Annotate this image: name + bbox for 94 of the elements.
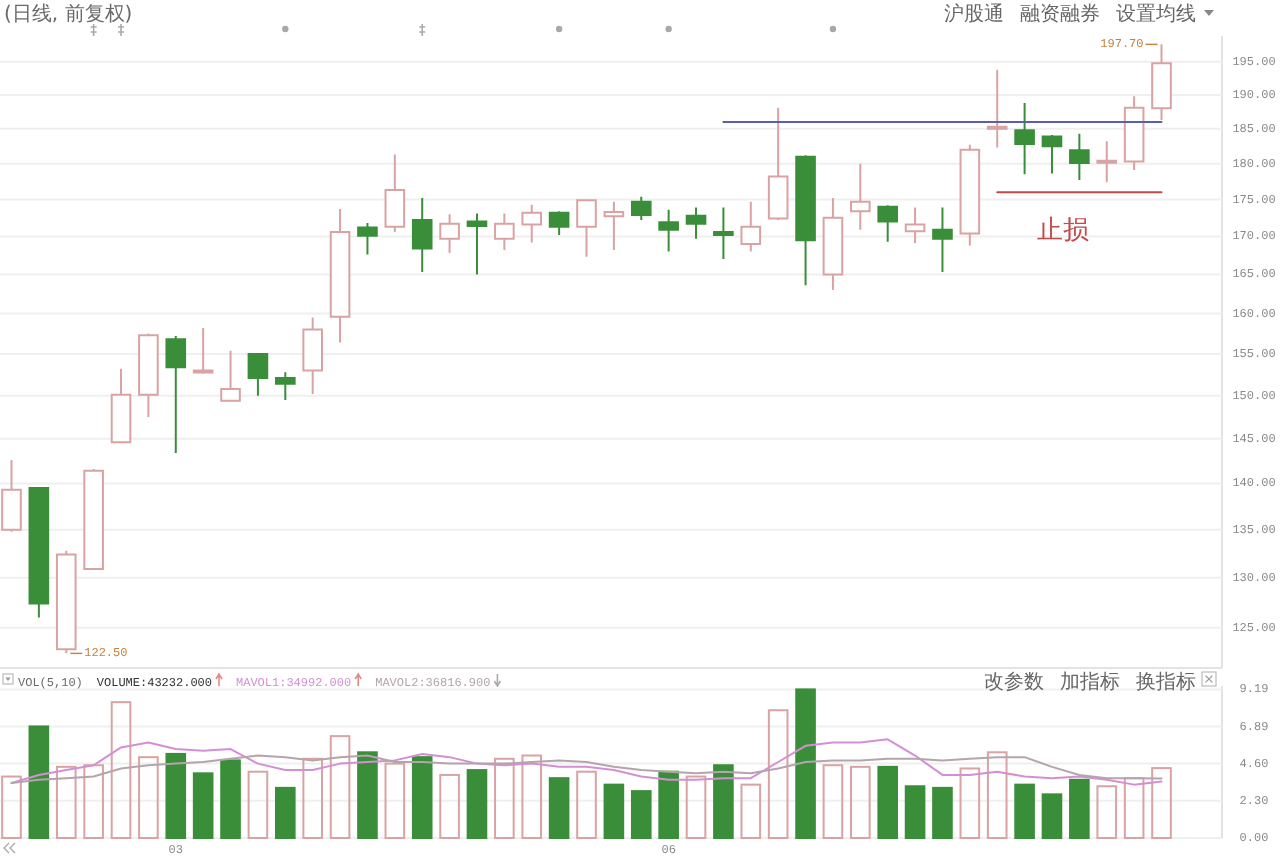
bar bbox=[795, 688, 816, 839]
bar bbox=[357, 751, 378, 839]
candlestick bbox=[110, 367, 132, 445]
bar bbox=[494, 757, 515, 839]
series-label: 止损 bbox=[1036, 216, 1089, 247]
bar bbox=[521, 754, 543, 839]
chart-title: (日线, 前复权) bbox=[4, 2, 133, 26]
bar bbox=[411, 756, 433, 839]
bar bbox=[384, 762, 406, 839]
bar bbox=[548, 777, 570, 839]
bar bbox=[274, 786, 296, 839]
candlestick bbox=[740, 200, 762, 253]
candlestick bbox=[302, 316, 323, 395]
bar bbox=[1014, 783, 1035, 839]
candlestick bbox=[1096, 140, 1118, 184]
candlestick bbox=[274, 371, 296, 401]
candlestick bbox=[932, 206, 953, 274]
bar bbox=[28, 725, 50, 839]
bar bbox=[83, 764, 104, 839]
candlestick bbox=[494, 212, 515, 251]
bar bbox=[1069, 778, 1090, 839]
candlestick bbox=[192, 326, 214, 375]
text: 融资融券 bbox=[1020, 2, 1100, 26]
candlestick bbox=[795, 154, 816, 287]
annotation: 换指标 bbox=[1136, 670, 1196, 694]
bar bbox=[740, 783, 762, 839]
text: 设置均线 bbox=[1116, 2, 1196, 26]
annotation: 加指标 bbox=[1060, 670, 1120, 694]
candlestick bbox=[603, 200, 625, 251]
bar bbox=[1, 775, 22, 839]
bar bbox=[576, 770, 597, 839]
candlestick bbox=[329, 208, 351, 344]
line-series bbox=[10, 754, 1163, 785]
candlestick bbox=[247, 352, 269, 397]
candlestick bbox=[658, 208, 679, 253]
candlestick bbox=[630, 195, 652, 222]
bar bbox=[1123, 777, 1145, 839]
candlestick bbox=[521, 203, 543, 244]
candlestick bbox=[713, 206, 734, 261]
candlestick bbox=[384, 153, 406, 233]
bar bbox=[138, 756, 159, 839]
bar bbox=[877, 765, 899, 839]
candlestick bbox=[822, 197, 844, 291]
candlestick bbox=[83, 468, 104, 571]
candlestick bbox=[138, 332, 159, 419]
bar bbox=[220, 759, 241, 839]
candlestick bbox=[850, 162, 871, 231]
candlestick bbox=[685, 206, 707, 240]
bar bbox=[603, 783, 625, 839]
candlestick bbox=[877, 204, 899, 243]
bar bbox=[658, 770, 679, 839]
candlestick bbox=[28, 486, 50, 619]
candlestick bbox=[220, 349, 241, 403]
bar bbox=[630, 790, 652, 839]
bar bbox=[329, 735, 351, 839]
bar bbox=[1151, 767, 1172, 839]
bar bbox=[713, 764, 734, 839]
candlestick bbox=[411, 197, 433, 274]
bar bbox=[767, 709, 789, 839]
bar bbox=[165, 752, 187, 839]
candlestick bbox=[986, 68, 1008, 149]
bar bbox=[110, 701, 132, 839]
candlestick bbox=[466, 212, 488, 276]
candlestick bbox=[959, 143, 981, 247]
bar bbox=[1041, 793, 1063, 839]
bar bbox=[959, 767, 981, 839]
candlestick bbox=[904, 206, 926, 245]
bar bbox=[302, 757, 323, 839]
bar bbox=[850, 765, 871, 839]
bar bbox=[904, 785, 926, 839]
annotation: 改参数 bbox=[984, 670, 1044, 694]
line-series bbox=[10, 738, 1163, 786]
bar bbox=[986, 751, 1008, 839]
candlestick bbox=[1123, 95, 1145, 172]
bar bbox=[439, 773, 460, 839]
bar bbox=[55, 765, 77, 839]
text: 沪股通 bbox=[944, 2, 1004, 26]
bar bbox=[932, 786, 953, 839]
candlestick bbox=[576, 198, 597, 258]
candlestick bbox=[1069, 132, 1090, 182]
bar bbox=[247, 770, 269, 839]
candlestick bbox=[1041, 134, 1063, 175]
bar bbox=[822, 764, 844, 839]
candlestick bbox=[165, 335, 187, 454]
candlestick bbox=[1014, 101, 1035, 176]
bar bbox=[685, 775, 707, 839]
candlestick bbox=[357, 222, 378, 256]
bar bbox=[192, 772, 214, 839]
candlestick bbox=[439, 213, 460, 254]
candlestick bbox=[1, 459, 22, 533]
bar bbox=[466, 769, 488, 839]
bar bbox=[1096, 785, 1118, 839]
candlestick bbox=[767, 106, 789, 222]
candlestick bbox=[548, 210, 570, 236]
